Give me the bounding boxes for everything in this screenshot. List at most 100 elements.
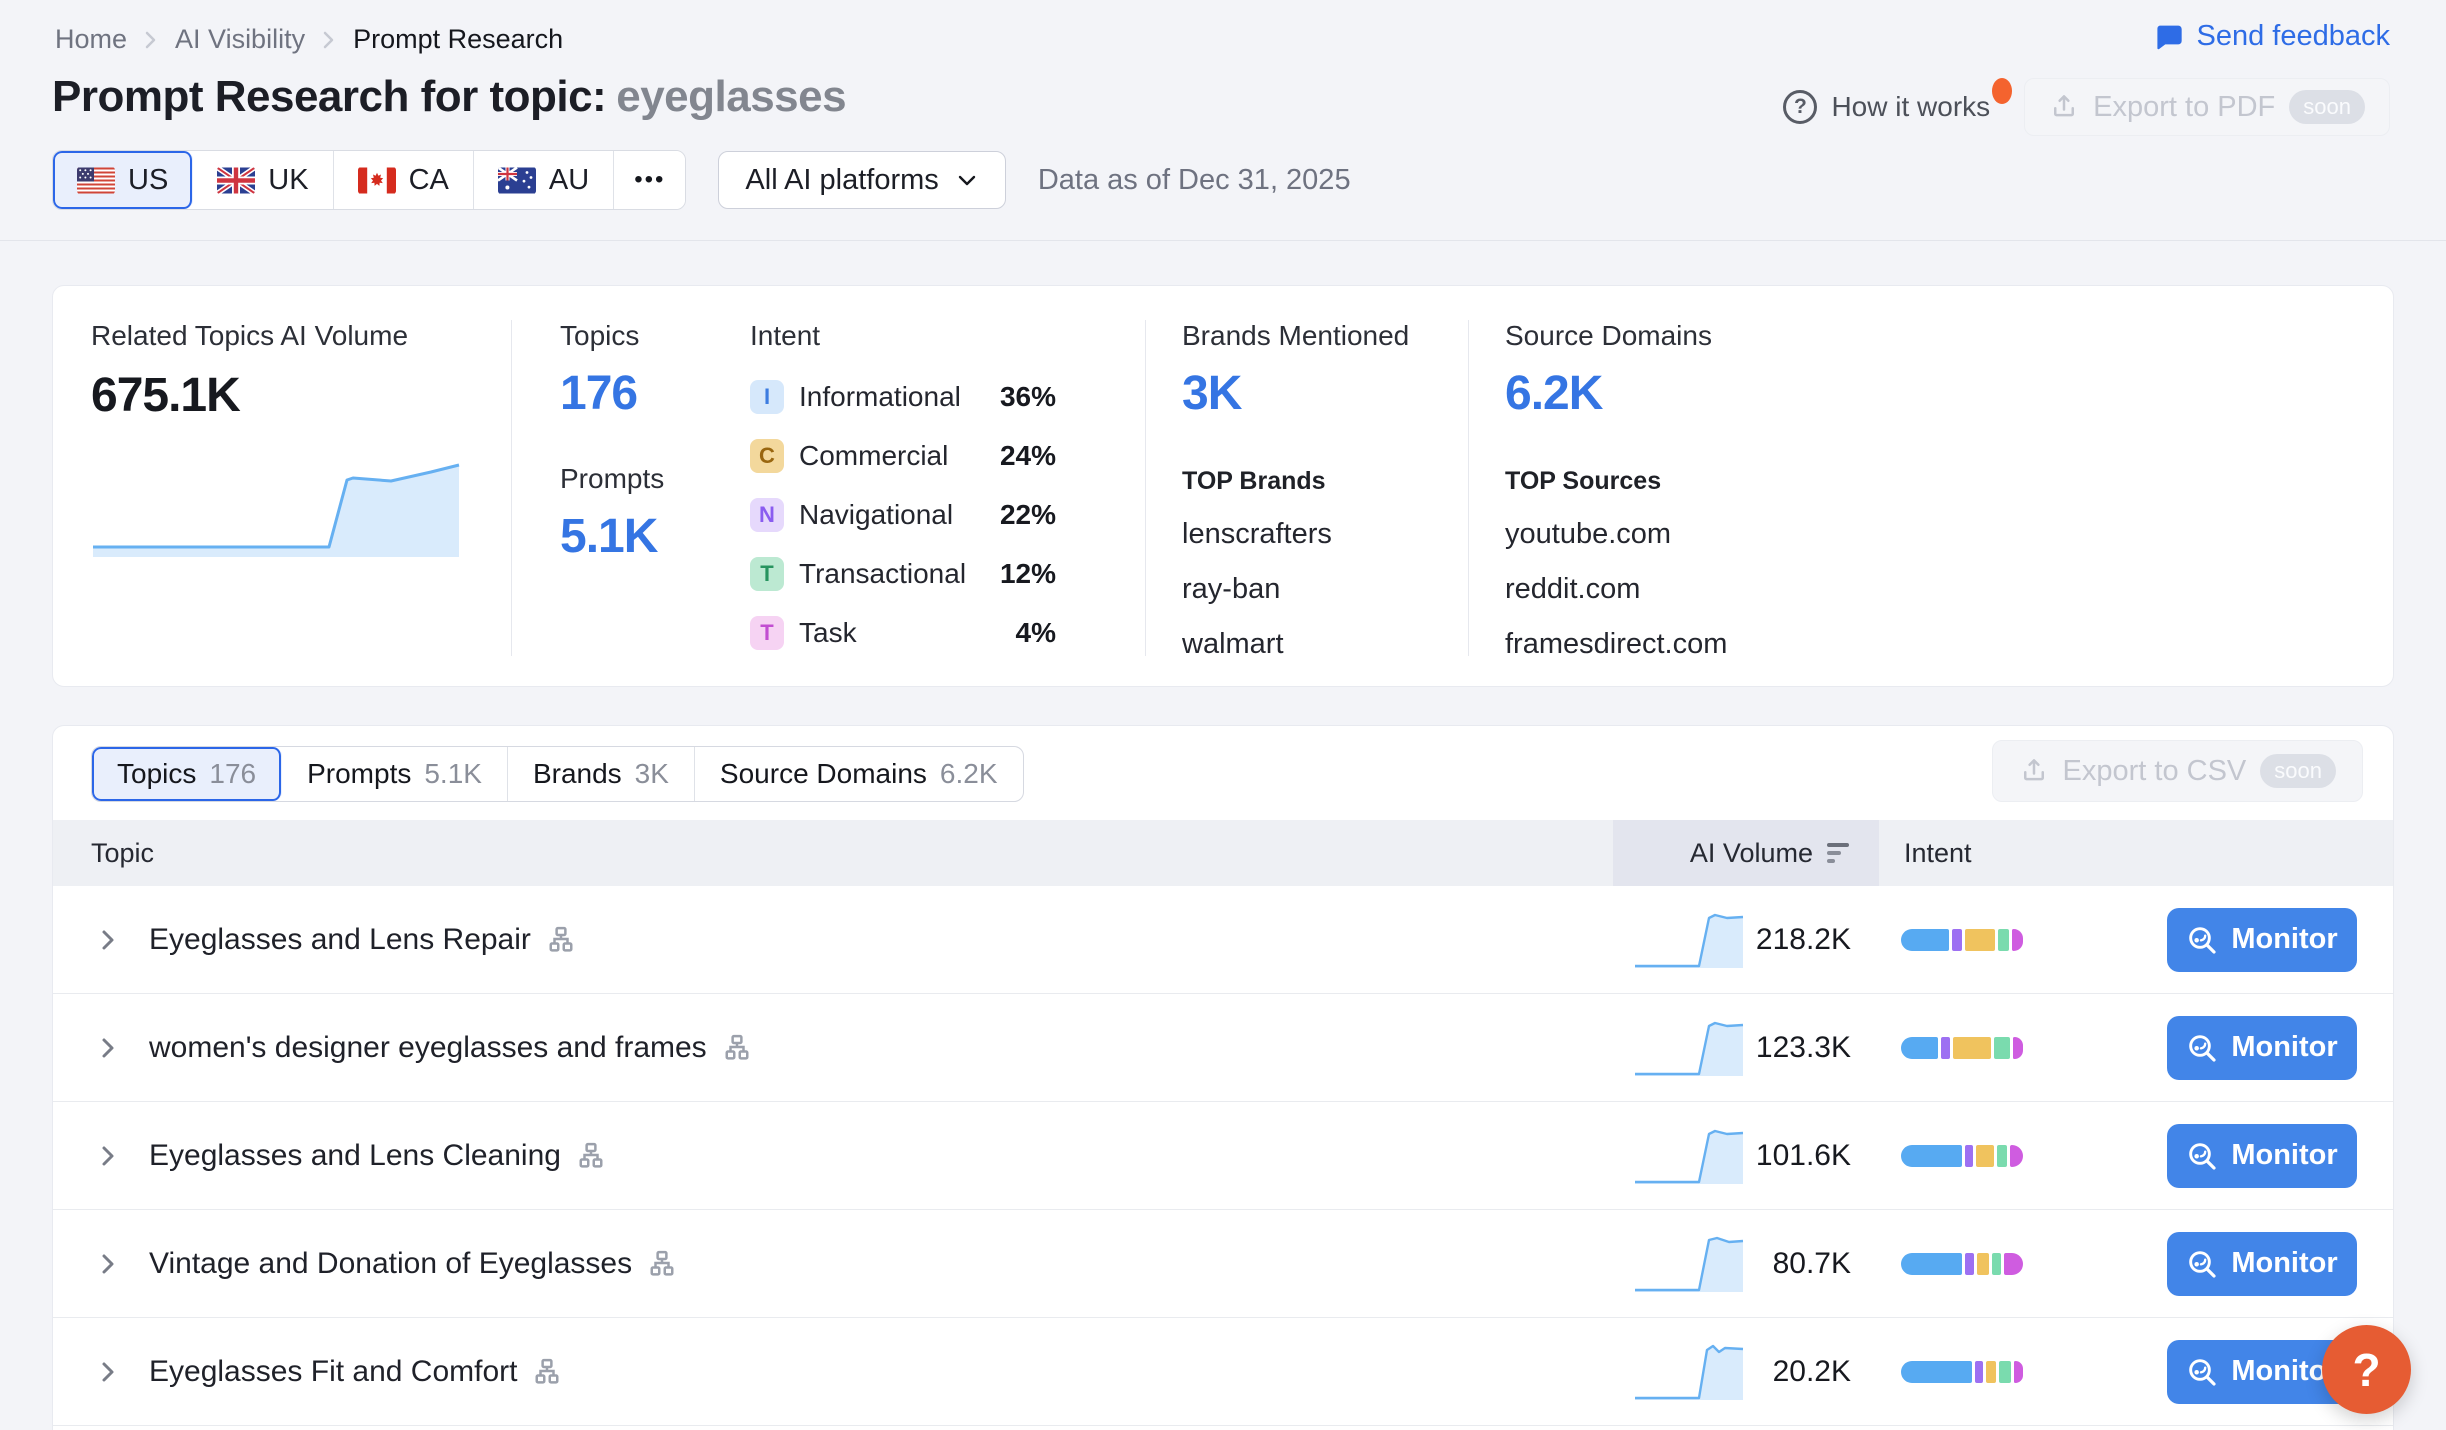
monitor-magnifier-icon xyxy=(2186,1032,2218,1064)
export-to-csv-button[interactable]: Export to CSV soon xyxy=(1991,740,2363,802)
page-title-topic: eyeglasses xyxy=(616,72,847,121)
monitor-button[interactable]: Monitor xyxy=(2167,1123,2357,1188)
ca-flag-icon xyxy=(357,167,396,194)
topics-label: Topics xyxy=(560,320,640,351)
vertical-divider xyxy=(1145,320,1146,656)
sort-descending-icon xyxy=(1827,843,1849,863)
intent-distribution-bar xyxy=(1901,1036,2024,1059)
table-row: Eyeglasses Fit and Comfort 20.2K Monitor xyxy=(53,1318,2393,1426)
breadcrumb-home[interactable]: Home xyxy=(55,24,128,54)
intent-list: I Informational 36% C Commercial 24% N N… xyxy=(750,374,1145,656)
top-sources-label: TOP Sources xyxy=(1505,467,1662,495)
country-tab-us-label: US xyxy=(128,163,169,196)
volume-sparkline xyxy=(1633,1232,1745,1301)
country-tab-ca[interactable]: CA xyxy=(333,151,474,209)
tab-prompts[interactable]: Prompts 5.1K xyxy=(282,747,508,801)
ai-volume-trend-sparkline xyxy=(93,463,460,557)
intent-distribution-bar xyxy=(1901,1360,2023,1383)
intent-item-informational: I Informational 36% xyxy=(750,374,1056,420)
column-header-intent: Intent xyxy=(1904,838,1972,868)
intent-distribution-bar xyxy=(1901,1144,2023,1167)
brands-value: 3K xyxy=(1182,367,1242,420)
chevron-right-icon xyxy=(321,29,337,51)
topic-name[interactable]: Vintage and Donation of Eyeglasses xyxy=(149,1246,633,1280)
expand-chevron-icon[interactable] xyxy=(97,926,119,954)
monitor-magnifier-icon xyxy=(2186,1248,2218,1280)
top-source: reddit.com xyxy=(1505,573,1641,605)
intent-item-commercial: C Commercial 24% xyxy=(750,433,1056,479)
breadcrumb-ai-visibility[interactable]: AI Visibility xyxy=(175,24,306,54)
how-it-works-link[interactable]: ? How it works xyxy=(1783,78,2013,124)
page-title-prefix: Prompt Research for topic: xyxy=(52,72,607,121)
intent-badge-informational: I xyxy=(750,380,784,414)
tab-topics[interactable]: Topics 176 xyxy=(92,747,283,801)
intent-item-navigational: N Navigational 22% xyxy=(750,492,1056,538)
volume-sparkline xyxy=(1633,1340,1745,1409)
topics-table-card: Topics 176 Prompts 5.1K Brands 3K Source Do… xyxy=(52,725,2394,1430)
monitor-button[interactable]: Monitor xyxy=(2167,1015,2357,1080)
intent-distribution-bar xyxy=(1901,928,2024,951)
monitor-magnifier-icon xyxy=(2186,924,2218,956)
sitemap-icon xyxy=(546,925,576,955)
tab-brands[interactable]: Brands 3K xyxy=(508,747,695,801)
tab-source-domains[interactable]: Source Domains 6.2K xyxy=(719,758,998,789)
expand-chevron-icon[interactable] xyxy=(97,1142,119,1170)
ai-volume-value: 123.3K xyxy=(1755,1030,1851,1064)
overview-card: Related Topics AI Volume 675.1K Topics 1… xyxy=(52,285,2394,687)
top-source: framesdirect.com xyxy=(1505,628,1728,660)
help-fab-button[interactable]: ? xyxy=(2322,1325,2411,1414)
volume-sparkline xyxy=(1633,1124,1745,1193)
intent-distribution-bar xyxy=(1901,1252,2023,1275)
export-csv-label: Export to CSV xyxy=(2062,754,2247,787)
sitemap-icon xyxy=(722,1033,752,1063)
country-tab-au[interactable]: AU xyxy=(473,151,615,209)
sitemap-icon xyxy=(647,1249,677,1279)
expand-chevron-icon[interactable] xyxy=(97,1358,119,1386)
send-feedback-label: Send feedback xyxy=(2196,20,2390,52)
monitor-button[interactable]: Monitor xyxy=(2167,907,2357,972)
column-header-ai-volume[interactable]: AI Volume xyxy=(1613,820,1879,886)
expand-chevron-icon[interactable] xyxy=(97,1250,119,1278)
topic-name[interactable]: women's designer eyeglasses and frames xyxy=(149,1030,707,1064)
intent-badge-task: T xyxy=(750,616,784,650)
intent-badge-commercial: C xyxy=(750,439,784,473)
export-icon xyxy=(2049,92,2079,122)
more-countries-button[interactable]: ••• xyxy=(614,151,686,209)
top-brand: walmart xyxy=(1182,628,1284,660)
how-it-works-label: How it works xyxy=(1831,91,1991,122)
notification-dot xyxy=(1992,78,2013,104)
monitor-button[interactable]: Monitor xyxy=(2167,1231,2357,1296)
top-brand: ray-ban xyxy=(1182,573,1281,605)
volume-sparkline xyxy=(1633,908,1745,977)
feedback-bubble-icon xyxy=(2153,21,2185,53)
brands-mentioned-stat: Brands Mentioned 3K TOP Brands lenscraft… xyxy=(1146,286,1468,686)
volume-sparkline xyxy=(1633,1016,1745,1085)
topic-name[interactable]: Eyeglasses and Lens Cleaning xyxy=(149,1138,561,1172)
vertical-divider xyxy=(511,320,512,656)
source-domains-stat: Source Domains 6.2K TOP Sources youtube.… xyxy=(1469,286,2393,686)
country-tab-us[interactable]: US xyxy=(53,151,194,209)
intent-item-task: T Task 4% xyxy=(750,610,1056,656)
send-feedback-link[interactable]: Send feedback xyxy=(2153,20,2390,53)
uk-flag-icon xyxy=(217,166,256,194)
table-row: Vintage and Donation of Eyeglasses 80.7K… xyxy=(53,1210,2393,1318)
topic-name[interactable]: Eyeglasses Fit and Comfort xyxy=(149,1354,518,1388)
table-tabs: Topics 176 Prompts 5.1K Brands 3K Source Do… xyxy=(91,746,1024,802)
expand-chevron-icon[interactable] xyxy=(97,1034,119,1062)
sources-label: Source Domains xyxy=(1505,320,1712,351)
ai-platform-select[interactable]: All AI platforms xyxy=(718,151,1006,209)
soon-badge: soon xyxy=(2260,754,2336,788)
export-to-pdf-button[interactable]: Export to PDF soon xyxy=(2024,78,2390,136)
country-tab-uk[interactable]: UK xyxy=(193,151,334,209)
country-selector: US UK CA AU ••• xyxy=(52,150,687,210)
related-topics-label: Related Topics AI Volume xyxy=(91,320,409,351)
related-topics-value: 675.1K xyxy=(91,369,241,422)
chevron-down-icon xyxy=(955,168,979,192)
table-row: Eyeglasses and Lens Repair 218.2K Monito… xyxy=(53,886,2393,994)
table-tabs-row: Topics 176 Prompts 5.1K Brands 3K Source Do… xyxy=(53,726,2393,802)
prompts-value: 5.1K xyxy=(560,510,658,563)
topic-name[interactable]: Eyeglasses and Lens Repair xyxy=(149,922,531,956)
question-circle-icon: ? xyxy=(1783,90,1818,124)
ai-volume-value: 101.6K xyxy=(1755,1138,1851,1172)
ai-volume-value: 218.2K xyxy=(1755,922,1851,956)
